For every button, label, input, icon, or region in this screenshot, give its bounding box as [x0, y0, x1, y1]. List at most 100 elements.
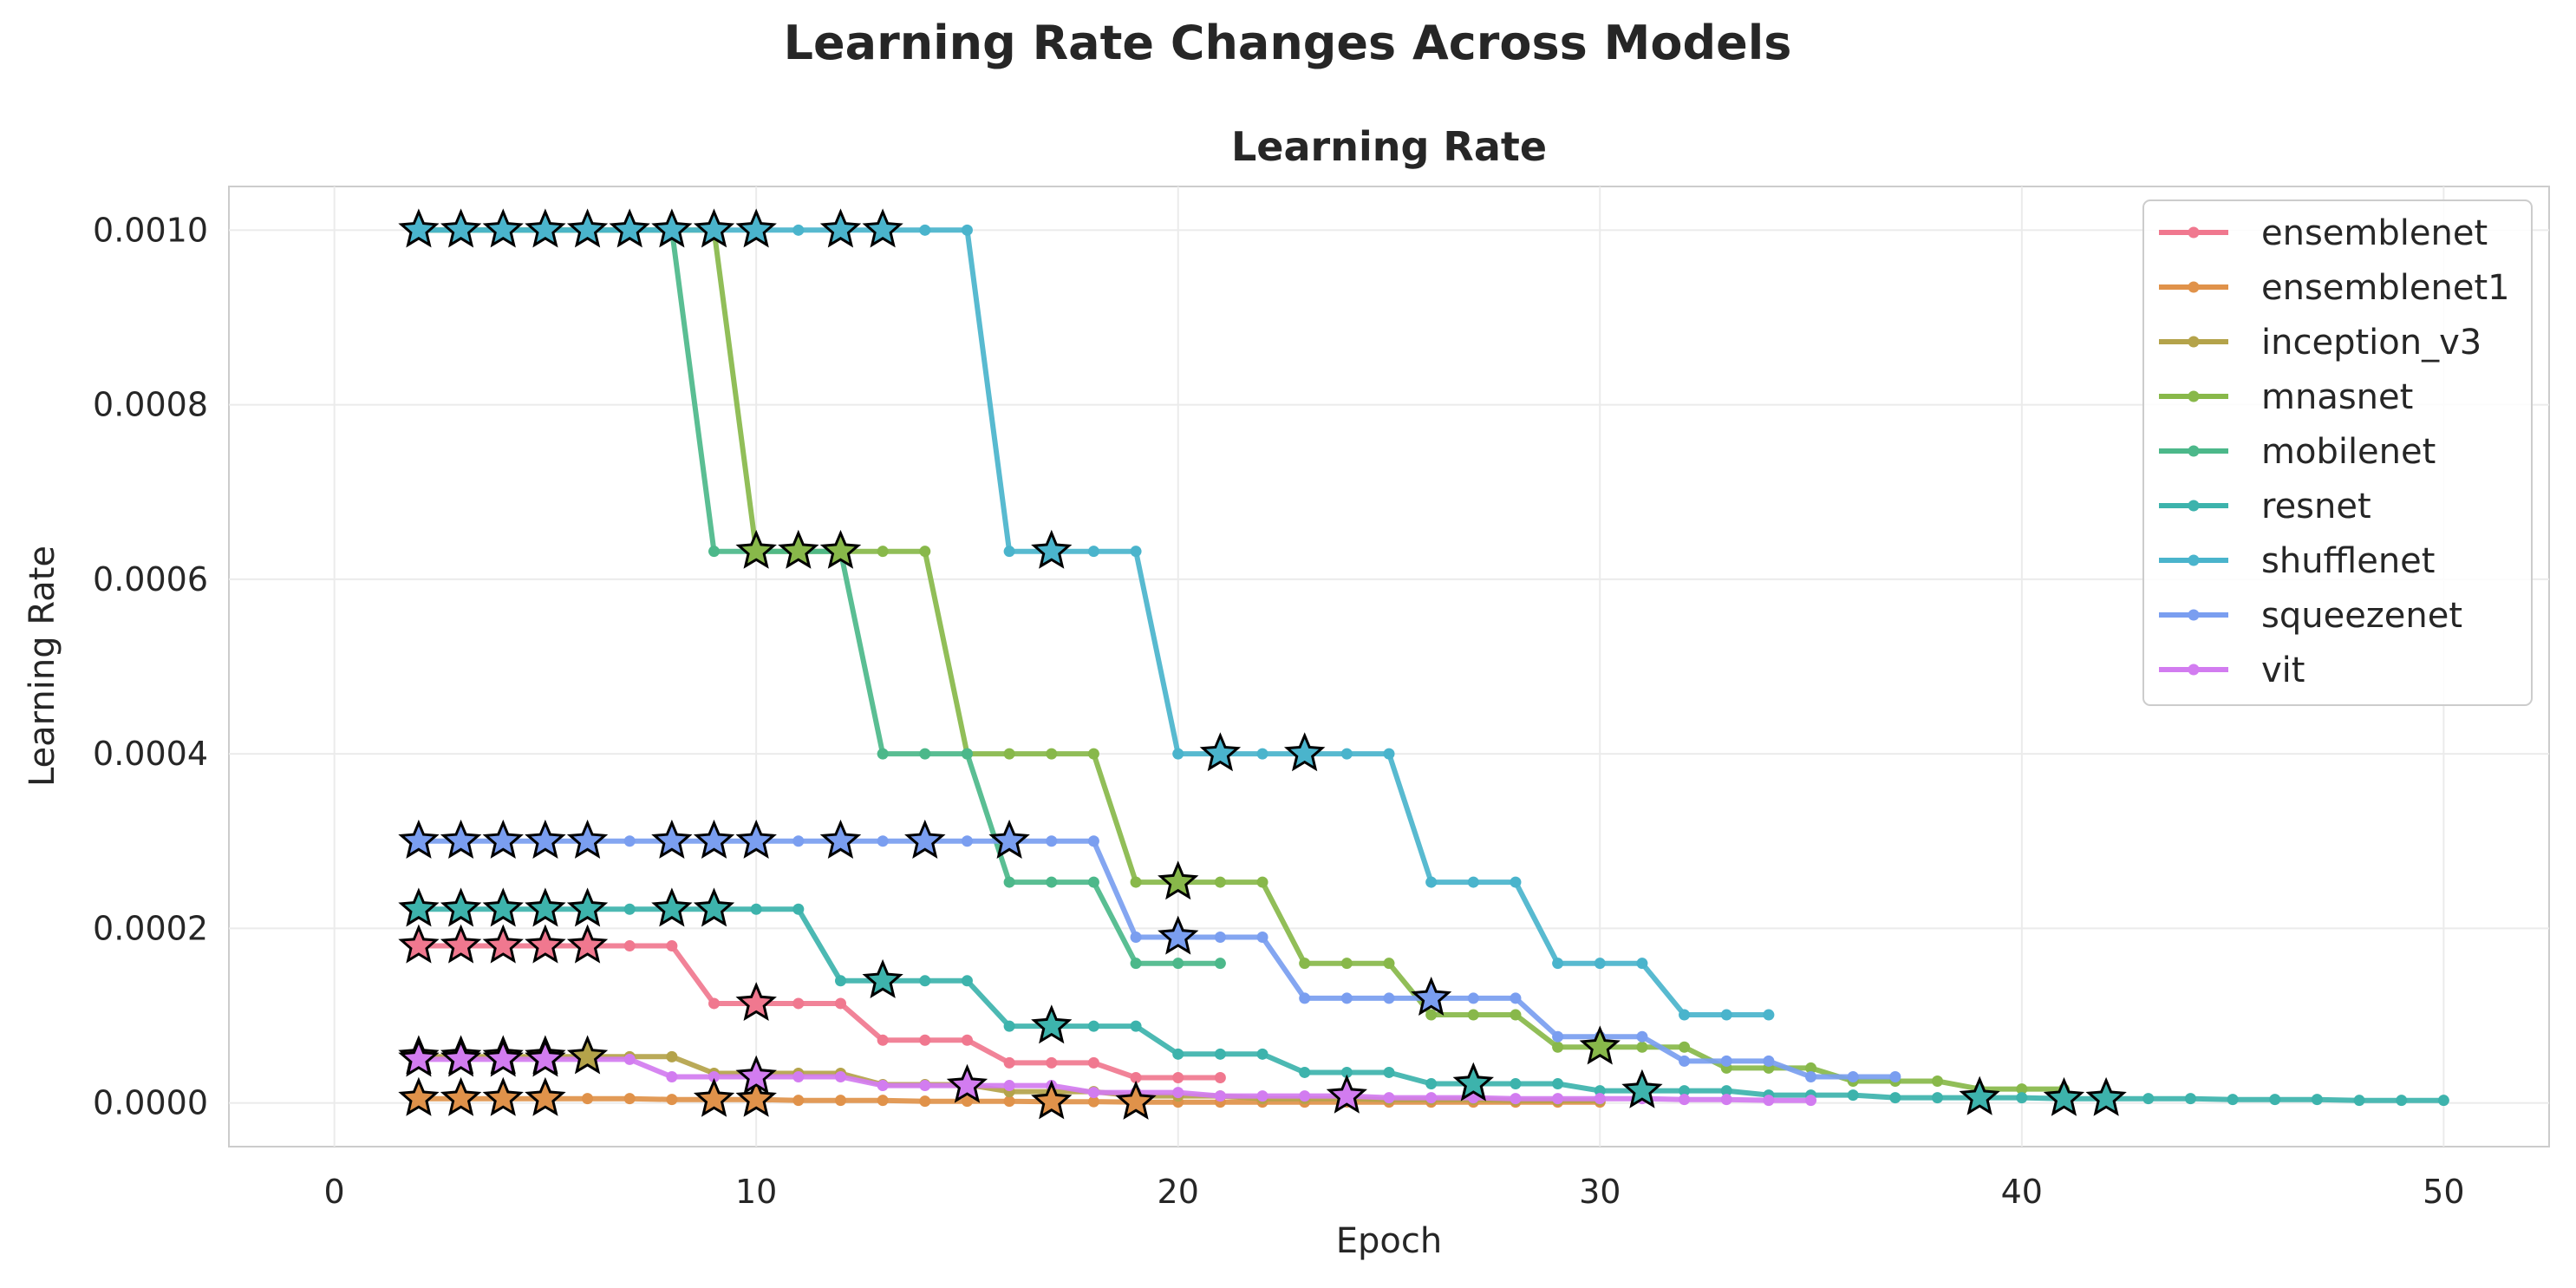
data-point-mobilenet — [919, 748, 931, 760]
data-point-mobilenet — [1046, 876, 1058, 888]
star-marker-squeezenet — [693, 819, 735, 859]
data-point-squeezenet — [1299, 992, 1311, 1004]
legend-label-resnet: resnet — [2261, 487, 2371, 526]
data-point-squeezenet — [1552, 1030, 1564, 1043]
data-point-shufflenet — [1383, 748, 1395, 760]
data-point-mobilenet — [877, 748, 889, 760]
star-marker-resnet — [651, 887, 693, 927]
data-point-mnasnet — [1214, 876, 1226, 888]
data-point-resnet — [2142, 1093, 2155, 1105]
data-point-vit — [623, 1053, 636, 1065]
data-point-resnet — [623, 903, 636, 915]
data-point-mnasnet — [1256, 876, 1268, 888]
legend-marker-ensemblenet — [2188, 226, 2200, 239]
data-point-mnasnet — [1679, 1041, 1691, 1053]
star-marker-shufflenet — [862, 208, 903, 248]
star-marker-squeezenet — [566, 819, 609, 859]
data-point-ensemblenet — [1130, 1071, 1142, 1083]
star-marker-resnet — [2085, 1076, 2127, 1116]
star-marker-ensemblenet1 — [398, 1076, 440, 1116]
x-tick-label: 40 — [2001, 1173, 2043, 1211]
data-point-resnet — [1340, 1066, 1353, 1078]
data-point-shufflenet — [1763, 1009, 1775, 1021]
data-point-mobilenet — [1130, 958, 1142, 970]
data-point-vit — [1763, 1095, 1775, 1107]
data-point-resnet — [919, 975, 931, 987]
data-point-ensemblenet1 — [666, 1094, 678, 1106]
star-marker-resnet — [1452, 1062, 1495, 1102]
data-point-vit — [877, 1080, 889, 1092]
data-point-ensemblenet — [666, 940, 678, 952]
star-marker-ensemblenet — [398, 924, 440, 964]
data-point-shufflenet — [1467, 876, 1479, 888]
data-point-squeezenet — [1130, 931, 1142, 943]
star-marker-mnasnet — [1158, 860, 1199, 900]
data-point-squeezenet — [1510, 992, 1522, 1004]
data-point-resnet — [1889, 1092, 1901, 1104]
data-point-resnet — [2184, 1093, 2196, 1105]
data-point-squeezenet — [792, 835, 805, 847]
data-point-vit — [1214, 1090, 1226, 1102]
data-point-mobilenet — [1003, 876, 1015, 888]
data-point-squeezenet — [1805, 1070, 1817, 1082]
data-point-shufflenet — [1636, 958, 1648, 970]
data-point-squeezenet — [1889, 1070, 1901, 1082]
legend-marker-resnet — [2188, 500, 2200, 512]
star-marker-ensemblenet1 — [735, 1077, 777, 1117]
data-point-mnasnet — [877, 546, 889, 558]
legend-marker-mnasnet — [2188, 390, 2200, 402]
data-point-resnet — [1256, 1048, 1268, 1060]
data-point-shufflenet — [919, 224, 931, 236]
data-point-ensemblenet — [919, 1034, 931, 1046]
legend-marker-vit — [2188, 664, 2200, 676]
legend-marker-squeezenet — [2188, 609, 2200, 621]
y-tick-labels: 0.0000 0.0002 0.0004 0.0006 0.0008 0.0010 — [93, 211, 208, 1121]
legend-label-mnasnet: mnasnet — [2261, 377, 2413, 417]
legend-marker-shufflenet — [2188, 554, 2200, 566]
data-point-squeezenet — [1720, 1055, 1732, 1067]
data-point-vit — [1510, 1093, 1522, 1105]
star-marker-mnasnet — [778, 529, 819, 569]
star-marker-shufflenet — [525, 208, 566, 248]
star-marker-shufflenet — [1199, 732, 1242, 772]
star-marker-inception_v3 — [566, 1035, 609, 1075]
data-point-squeezenet — [1847, 1070, 1859, 1082]
data-point-shufflenet — [1256, 748, 1268, 760]
data-point-shufflenet — [1594, 958, 1606, 970]
star-marker-shufflenet — [1031, 529, 1073, 569]
x-tick-labels: 0 10 20 30 40 50 — [324, 1173, 2465, 1211]
legend-label-ensemblenet1: ensemblenet1 — [2261, 268, 2510, 308]
data-point-shufflenet — [1679, 1009, 1691, 1021]
star-marker-resnet — [1621, 1069, 1663, 1108]
star-marker-ensemblenet — [735, 982, 777, 1022]
data-point-ensemblenet1 — [919, 1095, 931, 1108]
star-marker-ensemblenet1 — [482, 1076, 524, 1116]
star-marker-vit — [525, 1037, 566, 1077]
star-marker-ensemblenet1 — [440, 1076, 482, 1116]
data-point-mnasnet — [1003, 748, 1015, 760]
legend-box — [2142, 199, 2533, 706]
data-point-ensemblenet — [834, 997, 846, 1010]
data-point-shufflenet — [1510, 876, 1522, 888]
star-marker-squeezenet — [1158, 915, 1199, 955]
legend-label-inception_v3: inception_v3 — [2261, 323, 2481, 363]
data-point-mnasnet — [1805, 1062, 1817, 1074]
star-marker-squeezenet — [398, 819, 440, 859]
data-point-resnet — [1720, 1085, 1732, 1097]
star-marker-shufflenet — [819, 208, 862, 248]
data-point-squeezenet — [1636, 1030, 1648, 1043]
data-point-vit — [1594, 1093, 1606, 1105]
y-tick-label: 0.0008 — [93, 386, 208, 424]
data-point-mnasnet — [1340, 958, 1353, 970]
star-marker-shufflenet — [609, 208, 650, 248]
data-point-shufflenet — [792, 224, 805, 236]
data-point-ensemblenet — [1087, 1056, 1099, 1069]
star-marker-shufflenet — [566, 208, 609, 248]
data-point-ensemblenet — [623, 940, 636, 952]
data-point-resnet — [1087, 1020, 1099, 1032]
star-marker-resnet — [2043, 1076, 2085, 1116]
star-marker-mnasnet — [1579, 1025, 1621, 1065]
data-point-ensemblenet1 — [961, 1095, 973, 1108]
data-point-shufflenet — [961, 224, 973, 236]
data-point-ensemblenet1 — [1087, 1095, 1099, 1108]
